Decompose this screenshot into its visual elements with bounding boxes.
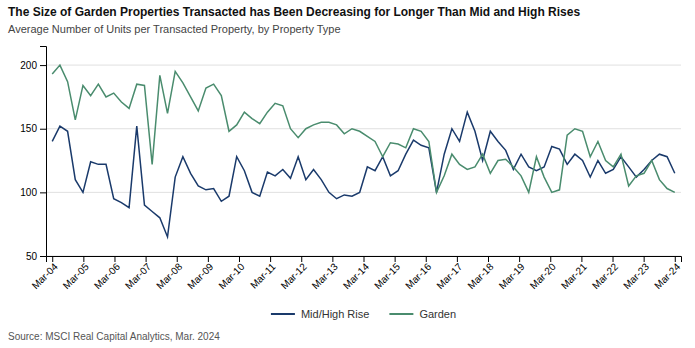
source: Source: MSCI Real Capital Analytics, Mar… xyxy=(8,331,220,342)
x-tick: Mar-08 xyxy=(154,256,184,291)
x-tick: Mar-16 xyxy=(403,256,433,291)
x-tick-mark xyxy=(488,256,489,262)
x-tick-label: Mar-12 xyxy=(279,261,309,291)
x-tick: Mar-15 xyxy=(372,256,402,291)
x-tick-mark xyxy=(613,256,614,262)
x-tick-label: Mar-11 xyxy=(248,261,278,291)
x-axis: Mar-04Mar-05Mar-06Mar-07Mar-08Mar-09Mar-… xyxy=(30,256,683,291)
x-tick-mark xyxy=(675,256,676,262)
legend-label: Mid/High Rise xyxy=(301,308,369,320)
y-tick-mark xyxy=(40,192,46,193)
x-tick-mark xyxy=(208,256,209,262)
plot: Mar-04Mar-05Mar-06Mar-07Mar-08Mar-09Mar-… xyxy=(20,47,682,292)
y-tick: 100 xyxy=(20,187,46,198)
x-tick-label: Mar-16 xyxy=(403,261,433,291)
x-tick-label: Mar-05 xyxy=(61,261,91,291)
x-tick: Mar-10 xyxy=(216,256,246,291)
x-tick-mark xyxy=(457,256,458,262)
x-tick-label: Mar-15 xyxy=(372,261,402,291)
x-tick-mark xyxy=(550,256,551,262)
y-tick-label: 200 xyxy=(20,60,37,71)
x-tick-label: Mar-17 xyxy=(434,261,464,291)
x-tick-label: Mar-21 xyxy=(559,261,589,291)
grid xyxy=(46,65,681,256)
x-tick: Mar-06 xyxy=(92,256,122,291)
x-tick-label: Mar-23 xyxy=(621,261,651,291)
x-tick-mark xyxy=(239,256,240,262)
x-tick-mark xyxy=(395,256,396,262)
x-tick-label: Mar-07 xyxy=(123,261,153,291)
x-tick: Mar-14 xyxy=(341,256,371,291)
grid-line xyxy=(46,128,681,129)
x-tick-label: Mar-13 xyxy=(310,261,340,291)
legend-swatch xyxy=(271,313,295,315)
x-tick: Mar-21 xyxy=(559,256,589,291)
x-tick: Mar-07 xyxy=(123,256,153,291)
x-tick-mark xyxy=(52,256,53,262)
grid-line xyxy=(46,65,681,66)
x-tick: Mar-18 xyxy=(465,256,495,291)
legend-swatch xyxy=(389,313,413,315)
x-tick-mark xyxy=(177,256,178,262)
y-tick: 150 xyxy=(20,123,46,134)
x-tick-mark xyxy=(364,256,365,262)
x-tick-label: Mar-22 xyxy=(590,261,620,291)
x-tick-mark xyxy=(581,256,582,262)
x-tick-mark xyxy=(519,256,520,262)
x-tick-label: Mar-20 xyxy=(528,261,558,291)
title: The Size of Garden Properties Transacted… xyxy=(8,5,580,19)
x-tick-mark xyxy=(146,256,147,262)
x-tick: Mar-20 xyxy=(528,256,558,291)
y-tick-label: 50 xyxy=(26,251,38,262)
legend-item: Mid/High Rise xyxy=(271,308,369,320)
x-tick: Mar-09 xyxy=(185,256,215,291)
x-tick-label: Mar-09 xyxy=(185,261,215,291)
y-tick-label: 150 xyxy=(20,123,37,134)
x-tick: Mar-13 xyxy=(310,256,340,291)
x-tick: Mar-05 xyxy=(61,256,91,291)
x-tick-label: Mar-08 xyxy=(154,261,184,291)
x-tick: Mar-23 xyxy=(621,256,651,291)
x-tick-mark xyxy=(301,256,302,262)
x-tick-label: Mar-24 xyxy=(652,261,682,291)
x-tick-mark xyxy=(114,256,115,262)
lines xyxy=(52,65,675,237)
x-tick-mark xyxy=(270,256,271,262)
y-axis: 50 100 150 200 xyxy=(20,47,46,262)
x-tick-mark xyxy=(644,256,645,262)
x-tick: Mar-19 xyxy=(497,256,527,291)
y-tick-mark xyxy=(40,256,46,257)
x-axis-line xyxy=(47,257,682,263)
x-tick: Mar-22 xyxy=(590,256,620,291)
x-tick-label: Mar-18 xyxy=(465,261,495,291)
legend-label: Garden xyxy=(419,308,456,320)
chart: The Size of Garden Properties Transacted… xyxy=(0,0,695,348)
y-tick-label: 100 xyxy=(20,187,37,198)
x-tick: Mar-12 xyxy=(279,256,309,291)
x-tick-label: Mar-14 xyxy=(341,261,371,291)
x-tick-label: Mar-06 xyxy=(92,261,122,291)
subtitle: Average Number of Units per Transacted P… xyxy=(8,23,341,35)
legend: Mid/High Rise Garden xyxy=(271,308,456,320)
y-tick: 50 xyxy=(26,251,46,262)
x-tick-mark xyxy=(83,256,84,262)
x-tick-mark xyxy=(426,256,427,262)
y-tick: 200 xyxy=(20,60,46,71)
x-tick-label: Mar-10 xyxy=(216,261,246,291)
x-tick-label: Mar-19 xyxy=(497,261,527,291)
y-tick-mark xyxy=(40,129,46,130)
x-tick: Mar-17 xyxy=(434,256,464,291)
series-line xyxy=(52,65,675,192)
x-tick: Mar-24 xyxy=(652,256,682,291)
legend-item: Garden xyxy=(389,308,456,320)
x-tick-label: Mar-04 xyxy=(30,261,60,291)
x-tick-mark xyxy=(332,256,333,262)
x-tick: Mar-11 xyxy=(248,256,278,291)
grid-line xyxy=(46,192,681,193)
y-tick-mark xyxy=(40,65,46,66)
y-axis-line xyxy=(40,47,47,257)
